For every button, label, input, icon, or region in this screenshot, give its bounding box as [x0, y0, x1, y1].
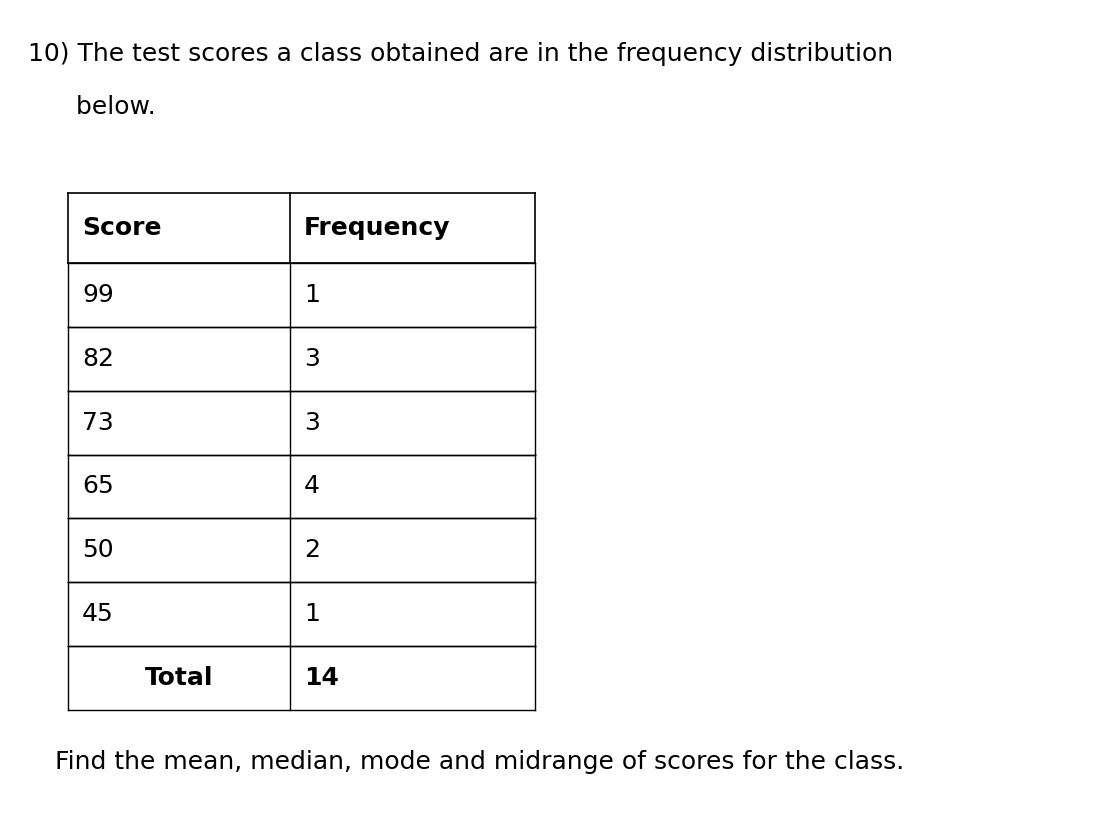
Text: below.: below. — [28, 95, 155, 119]
Text: 3: 3 — [304, 347, 319, 370]
Text: 65: 65 — [82, 475, 114, 499]
Text: 73: 73 — [82, 411, 114, 435]
Text: 4: 4 — [304, 475, 321, 499]
Text: 82: 82 — [82, 347, 114, 370]
Text: 1: 1 — [304, 602, 319, 626]
Text: 45: 45 — [82, 602, 114, 626]
Text: 99: 99 — [82, 283, 114, 307]
Text: Score: Score — [82, 216, 162, 240]
Text: 10) The test scores a class obtained are in the frequency distribution: 10) The test scores a class obtained are… — [28, 42, 893, 66]
Text: Frequency: Frequency — [304, 216, 450, 240]
Text: Total: Total — [145, 666, 213, 690]
Text: 1: 1 — [304, 283, 319, 307]
Text: Find the mean, median, mode and midrange of scores for the class.: Find the mean, median, mode and midrange… — [55, 750, 904, 774]
Text: 14: 14 — [304, 666, 339, 690]
Text: 2: 2 — [304, 538, 321, 562]
Text: 3: 3 — [304, 411, 319, 435]
Text: 50: 50 — [82, 538, 113, 562]
